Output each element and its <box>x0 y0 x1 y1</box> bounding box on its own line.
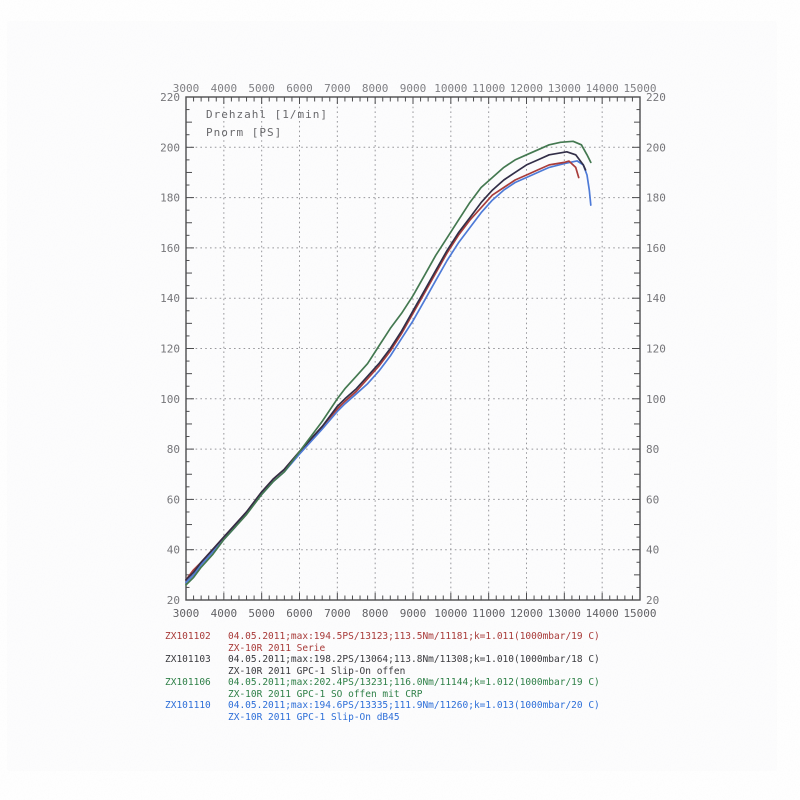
legend-entry: ZX101106 04.05.2011;max:202.4PS/13231;116… <box>165 677 635 700</box>
legend-entry-text: 04.05.2011;max:198.2PS/13064;113.8Nm/113… <box>228 654 635 677</box>
legend-entry: ZX101102 04.05.2011;max:194.5PS/13123;113… <box>165 631 635 654</box>
legend-entry-model: ZX-10R 2011 GPC-1 Slip-On dB45 <box>228 711 400 723</box>
legend-entry-id: ZX101106 <box>165 677 211 688</box>
legend-entry: ZX101110 04.05.2011;max:194.6PS/13335;111… <box>165 700 635 723</box>
legend-entry-details: 04.05.2011;max:194.6PS/13335;111.9Nm/112… <box>228 700 600 711</box>
legend-entry-id: ZX101103 <box>165 654 211 665</box>
run-legend: ZX101102 04.05.2011;max:194.5PS/13123;113… <box>165 631 635 723</box>
legend-entry-id: ZX101102 <box>165 631 211 642</box>
legend-entry-text: 04.05.2011;max:194.5PS/13123;113.5Nm/111… <box>228 631 635 654</box>
legend-entry-details: 04.05.2011;max:194.5PS/13123;113.5Nm/111… <box>228 631 600 642</box>
legend-entry-id: ZX101110 <box>165 700 211 711</box>
legend-entry-model: ZX-10R 2011 GPC-1 Slip-On offen <box>228 665 406 677</box>
legend-entry-model: ZX-10R 2011 Serie <box>228 642 326 654</box>
legend-entry-model: ZX-10R 2011 GPC-1 SO offen mit CRP <box>228 688 423 700</box>
legend-entry-text: 04.05.2011;max:202.4PS/13231;116.0Nm/111… <box>228 677 635 700</box>
legend-entry-text: 04.05.2011;max:194.6PS/13335;111.9Nm/112… <box>228 700 635 723</box>
scan-noise-overlay <box>8 22 776 770</box>
y-axis-title: Pnorm [PS] <box>206 126 283 139</box>
legend-entry: ZX101103 04.05.2011;max:198.2PS/13064;113… <box>165 654 635 677</box>
legend-entry-details: 04.05.2011;max:198.2PS/13064;113.8Nm/113… <box>228 654 600 665</box>
legend-entry-details: 04.05.2011;max:202.4PS/13231;116.0Nm/111… <box>228 677 600 688</box>
x-axis-title: Drehzahl [1/min] <box>206 108 328 121</box>
